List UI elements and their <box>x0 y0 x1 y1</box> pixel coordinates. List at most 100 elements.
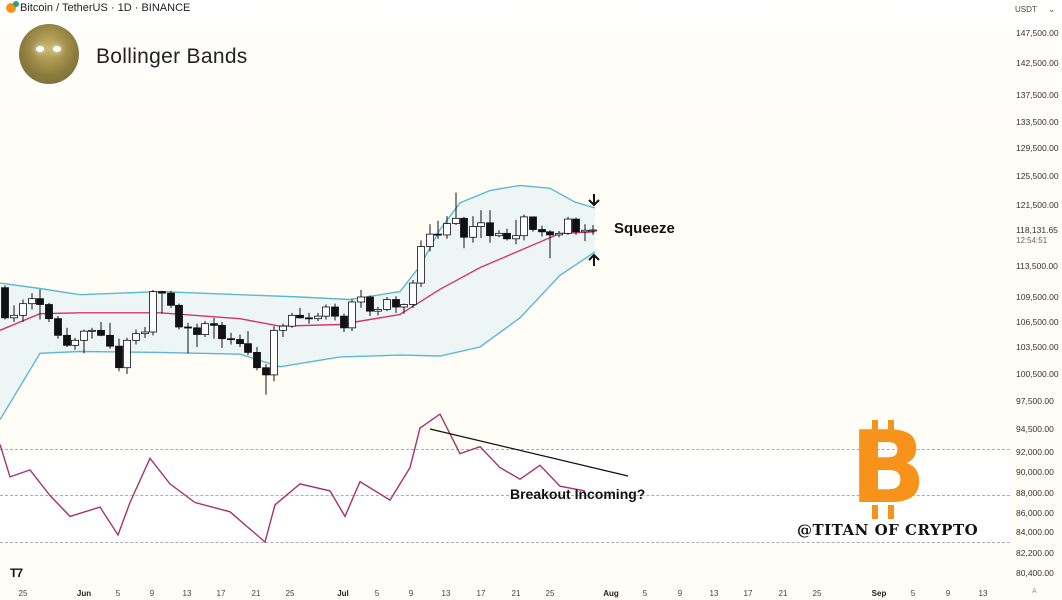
price-axis-label: 109,500.00 <box>1016 292 1059 302</box>
price-axis-label: 147,500.00 <box>1016 28 1059 38</box>
bullish-candle <box>288 314 296 327</box>
bullish-candle <box>426 233 434 247</box>
tradingview-logo-icon[interactable]: T7 <box>10 566 23 580</box>
bearish-candle <box>296 314 304 319</box>
time-axis-label: 9 <box>408 589 414 598</box>
page-title: Bollinger Bands <box>96 45 248 68</box>
auto-scale-button[interactable]: A <box>1032 588 1037 595</box>
bearish-candle <box>36 298 44 305</box>
avatar <box>19 24 79 84</box>
price-axis-label: 103,500.00 <box>1016 342 1059 352</box>
bearish-candle <box>106 334 114 347</box>
bullish-candle <box>564 218 572 234</box>
price-axis-label: 82,200.00 <box>1016 548 1054 558</box>
bearish-candle <box>503 232 511 240</box>
breakout-annotation: Breakout Incoming? <box>510 486 646 502</box>
rsi-middle-dashed-line <box>0 495 1010 496</box>
bearish-candle <box>460 217 468 238</box>
currency-select[interactable]: USDT ⌄ <box>1012 2 1058 16</box>
rsi-upper-dashed-line <box>0 449 1010 450</box>
chart-header-area <box>0 0 1062 130</box>
bearish-candle <box>167 292 175 306</box>
bullish-candle <box>270 329 278 376</box>
bitcoin-logo-bar <box>888 420 894 434</box>
time-axis-label: 25 <box>812 589 822 598</box>
bullish-candle <box>495 232 503 237</box>
price-axis-label: 97,500.00 <box>1016 396 1054 406</box>
bearish-candle <box>1 287 9 319</box>
time-axis-label: 13 <box>182 589 192 598</box>
time-axis-label: Jul <box>337 589 349 598</box>
time-axis-label: 13 <box>441 589 451 598</box>
price-axis-label: 86,000.00 <box>1016 508 1054 518</box>
bearish-candle <box>236 339 244 345</box>
bullish-candle <box>581 229 589 233</box>
bullish-candle <box>201 323 209 335</box>
avatar-eye-icon <box>36 46 44 52</box>
bullish-candle <box>80 330 88 341</box>
bullish-candle <box>469 226 477 238</box>
arrow-up-icon <box>588 253 600 266</box>
time-axis-label: 9 <box>677 589 683 598</box>
price-axis-label: 121,500.00 <box>1016 200 1059 210</box>
bearish-candle <box>392 299 400 308</box>
bearish-candle <box>253 351 261 369</box>
bearish-candle <box>97 329 105 336</box>
bullish-candle <box>123 339 131 369</box>
bullish-candle <box>452 217 460 224</box>
bearish-candle <box>175 304 183 328</box>
bearish-candle <box>572 218 580 233</box>
bullish-candle <box>443 223 451 236</box>
price-axis-label: 88,000.00 <box>1016 488 1054 498</box>
bitcoin-tether-icon <box>6 1 19 13</box>
rsi-line <box>0 413 586 544</box>
bullish-candle <box>374 309 382 312</box>
bullish-candle <box>132 333 140 341</box>
price-axis-label: 137,500.00 <box>1016 90 1059 100</box>
bullish-candle <box>279 325 287 331</box>
avatar-eye-icon <box>53 46 61 52</box>
time-axis-label: 25 <box>18 589 28 598</box>
bearish-candle <box>54 318 62 336</box>
price-axis-label: 84,000.00 <box>1016 527 1054 537</box>
bullish-candle <box>314 315 322 320</box>
rsi-trendline <box>429 428 629 477</box>
bearish-candle <box>184 326 192 329</box>
price-axis-label: 142,500.00 <box>1016 58 1059 68</box>
bearish-candle <box>529 216 537 230</box>
time-axis-label: 9 <box>149 589 155 598</box>
bullish-candle <box>141 331 149 335</box>
time-axis-label: 17 <box>216 589 226 598</box>
bullish-candle <box>357 296 365 303</box>
price-axis-label: 94,500.00 <box>1016 424 1054 434</box>
bullish-candle <box>555 232 563 236</box>
price-axis-label: 100,500.00 <box>1016 369 1059 379</box>
time-axis-label: 5 <box>642 589 648 598</box>
bullish-candle <box>88 329 96 332</box>
bullish-candle <box>383 299 391 310</box>
time-axis-label: 17 <box>476 589 486 598</box>
bullish-candle <box>19 303 27 316</box>
time-axis-label: 25 <box>545 589 555 598</box>
rsi-panel <box>0 449 1010 543</box>
squeeze-annotation: Squeeze <box>614 220 675 237</box>
bearish-candle <box>193 327 201 335</box>
bitcoin-logo-bar <box>872 420 878 434</box>
bearish-candle <box>158 291 166 294</box>
bearish-candle <box>538 229 546 233</box>
bearish-candle <box>366 296 374 312</box>
time-axis-label: 21 <box>251 589 261 598</box>
bearish-candle <box>218 324 226 340</box>
bitcoin-logo-bar <box>872 505 878 519</box>
time-axis-label: 21 <box>778 589 788 598</box>
bullish-candle <box>520 216 528 237</box>
price-chart-canvas[interactable] <box>0 0 1010 560</box>
price-axis-label: 90,000.00 <box>1016 467 1054 477</box>
bearish-candle <box>331 306 339 317</box>
bullish-candle <box>400 304 408 308</box>
price-axis-label: 118,131.65 <box>1016 225 1058 235</box>
arrow-down-icon <box>588 194 600 207</box>
bullish-candle <box>322 306 330 317</box>
bitcoin-logo-bar <box>888 505 894 519</box>
symbol-header[interactable]: Bitcoin / TetherUS · 1D · BINANCE <box>6 1 190 14</box>
